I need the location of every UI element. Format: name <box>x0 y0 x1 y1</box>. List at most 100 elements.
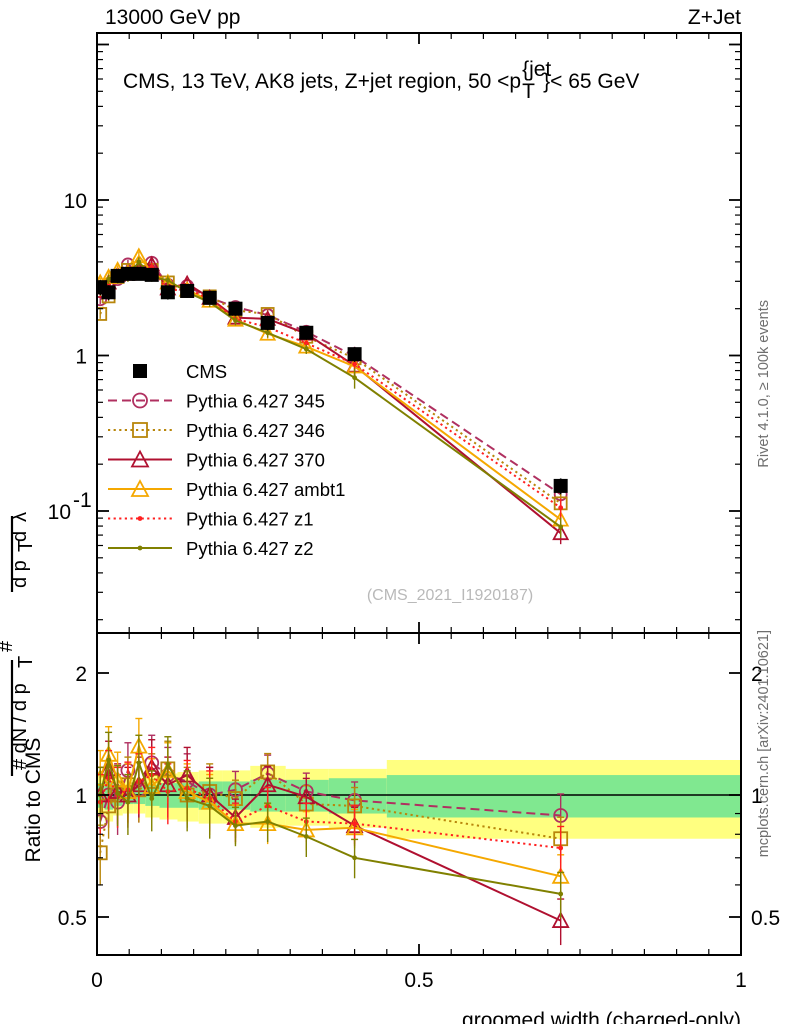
band-inner <box>328 778 387 814</box>
marker-dot <box>352 855 357 861</box>
y-tick-label-10: 10 <box>64 190 87 213</box>
header: 13000 GeV pp Z+Jet <box>105 6 741 29</box>
ratio-y-label-right-2: 2 <box>751 663 763 686</box>
legend-label: CMS <box>186 361 227 382</box>
legend-label: Pythia 6.427 z1 <box>186 509 314 530</box>
svg-text:N: N <box>0 546 5 560</box>
ratio-y-axis-label: Ratio to CMS <box>22 738 45 863</box>
marker-dot <box>352 375 357 381</box>
svg-text:1: 1 <box>0 729 5 740</box>
marker-dot <box>115 790 121 796</box>
header-right: Z+Jet <box>688 6 741 29</box>
marker-square-filled <box>347 347 362 362</box>
marker-square-filled <box>120 266 135 281</box>
svg-text:λ: λ <box>9 512 31 522</box>
legend-item-pythia-6-427-z2[interactable]: Pythia 6.427 z2 <box>108 538 314 559</box>
marker-dot <box>136 760 142 766</box>
marker-square-filled <box>553 478 568 493</box>
svg-text:{jet: {jet <box>522 58 551 81</box>
marker-square <box>97 307 108 321</box>
marker-dot <box>303 340 309 346</box>
marker-dot <box>352 361 357 367</box>
marker-dot <box>106 276 111 282</box>
marker-dot <box>558 845 564 851</box>
legend-item-pythia-6-427-345[interactable]: Pythia 6.427 345 <box>108 391 325 412</box>
svg-text:#: # <box>0 640 17 652</box>
marker-dot <box>558 505 564 511</box>
marker-dot <box>149 796 155 801</box>
marker-dot <box>265 330 271 336</box>
marker-square-filled <box>133 364 147 378</box>
marker-square-filled <box>160 285 175 300</box>
marker-dot <box>125 799 131 805</box>
legend-label: Pythia 6.427 370 <box>186 450 325 471</box>
main-panel-title: CMS, 13 TeV, AK8 jets, Z+jet region, 50 … <box>123 58 639 103</box>
marker-dot <box>136 259 142 265</box>
svg-text:d: d <box>0 569 5 580</box>
legend-item-pythia-6-427-370[interactable]: Pythia 6.427 370 <box>108 450 325 471</box>
x-tick-label-1: 1 <box>735 969 747 992</box>
legend-label: Pythia 6.427 345 <box>186 391 325 412</box>
marker-dot <box>558 524 564 530</box>
analysis-watermark: (CMS_2021_I1920187) <box>367 587 533 604</box>
svg-text:d: d <box>9 531 31 542</box>
y-axis-label: d2Nd pT dλ1# dN / d pT# <box>0 512 37 776</box>
ratio-y-label-right-1: 1 <box>751 785 763 808</box>
svg-text:}< 65 GeV: }< 65 GeV <box>543 70 639 93</box>
side-text-mcplots: mcplots.cern.ch [arXiv:2401.10621] <box>756 630 772 857</box>
svg-text:Ratio to CMS: Ratio to CMS <box>22 738 45 863</box>
marker-dot <box>137 516 143 521</box>
marker-square-filled <box>180 283 195 298</box>
marker-square-filled <box>260 315 275 330</box>
legend-label: Pythia 6.427 z2 <box>186 538 314 559</box>
marker-square-filled <box>228 301 243 316</box>
svg-text:T: T <box>15 656 37 668</box>
marker-dot <box>106 757 111 763</box>
marker-dot <box>303 834 309 839</box>
x-tick-label-0.5: 0.5 <box>404 969 433 992</box>
legend-label: Pythia 6.427 346 <box>186 420 325 441</box>
marker-dot <box>233 823 238 829</box>
marker-square-filled <box>202 290 217 305</box>
marker-dot <box>165 761 171 767</box>
marker-dot <box>265 819 271 824</box>
marker-square <box>97 845 108 861</box>
marker-square-filled <box>101 285 116 300</box>
legend-label: Pythia 6.427 ambt1 <box>186 479 345 500</box>
legend: CMS Pythia 6.427 345 Pythia 6.427 346 Pythi… <box>108 361 345 559</box>
y-tick-label-1: 1 <box>75 346 87 369</box>
svg-text:# dN / d p: # dN / d p <box>9 683 31 770</box>
marker-dot <box>137 545 143 551</box>
marker-dot <box>352 821 357 827</box>
x-tick-label-0: 0 <box>91 969 103 992</box>
y-tick-label-0p1: 10-1 <box>48 489 92 524</box>
ratio-series-group <box>97 717 570 946</box>
marker-triangle <box>551 911 570 928</box>
svg-text:CMS, 13 TeV, AK8 jets, Z+jet r: CMS, 13 TeV, AK8 jets, Z+jet region, 50 … <box>123 70 521 93</box>
marker-dot <box>303 346 309 352</box>
header-left: 13000 GeV pp <box>105 6 240 29</box>
marker-dot <box>233 318 238 323</box>
marker-triangle <box>130 449 150 468</box>
ratio-y-label-1: 1 <box>75 785 87 808</box>
x-axis-label: groomed width (charged-only) <box>462 1009 741 1024</box>
side-text-rivet: Rivet 4.1.0, ≥ 100k events <box>756 300 772 468</box>
ratio-line-pythia-6-427-345 <box>99 761 561 822</box>
marker-dot <box>184 796 190 801</box>
legend-item-cms[interactable]: CMS <box>133 361 227 382</box>
svg-text:T: T <box>15 540 37 552</box>
svg-text:-1: -1 <box>73 489 92 512</box>
legend-item-pythia-6-427-z1[interactable]: Pythia 6.427 z1 <box>108 509 314 530</box>
svg-text:T: T <box>522 80 535 103</box>
marker-triangle <box>552 524 570 541</box>
marker-square-filled <box>299 325 314 340</box>
main-series-group <box>97 247 570 545</box>
marker-square-filled <box>144 267 159 282</box>
legend-item-pythia-6-427-ambt1[interactable]: Pythia 6.427 ambt1 <box>108 479 345 500</box>
marker-circle <box>132 392 148 409</box>
legend-item-pythia-6-427-346[interactable]: Pythia 6.427 346 <box>108 420 325 441</box>
marker-square <box>132 422 148 438</box>
svg-text:d p: d p <box>9 560 31 588</box>
